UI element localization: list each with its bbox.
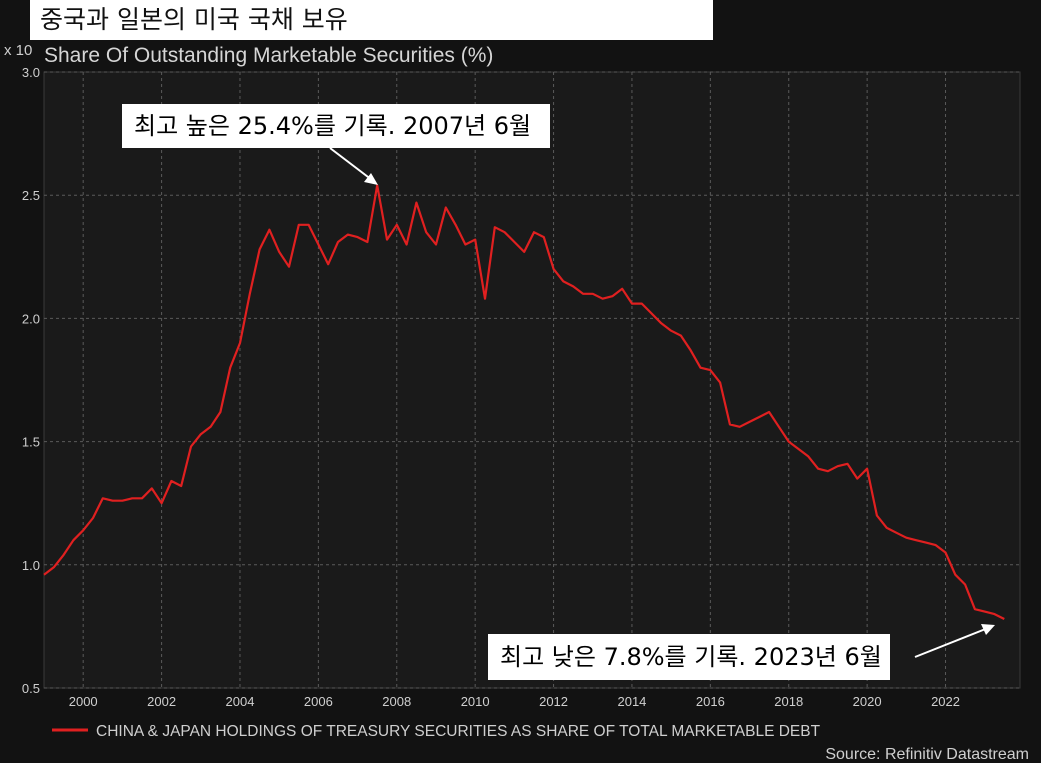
scale-label: x 10 [4,42,32,59]
y-tick-label: 3.0 [22,65,40,80]
x-tick-label: 2022 [931,694,960,709]
chart-title: Share Of Outstanding Marketable Securiti… [44,44,493,67]
x-tick-label: 2004 [226,694,255,709]
x-tick-label: 2006 [304,694,333,709]
y-tick-label: 1.0 [22,558,40,573]
header-title: 중국과 일본의 미국 국채 보유 [30,0,713,40]
y-tick-label: 2.5 [22,188,40,203]
y-tick-label: 2.0 [22,311,40,326]
arrow-high-head [364,173,378,185]
arrow-low [914,627,989,658]
legend-label: CHINA & JAPAN HOLDINGS OF TREASURY SECUR… [96,723,821,740]
plot-area [43,71,1021,689]
arrow-high [329,147,373,181]
y-tick-label: 1.5 [22,435,40,450]
callout-low: 최고 낮은 7.8%를 기록. 2023년 6월 [488,634,890,680]
x-tick-label: 2008 [382,694,411,709]
x-tick-label: 2018 [774,694,803,709]
y-tick-label: 0.5 [22,681,40,696]
callout-high: 최고 높은 25.4%를 기록. 2007년 6월 [122,104,550,148]
arrow-low-head [981,624,995,635]
axes: 0.5 1.0 1.5 2.0 2.5 3.0 2000 2002 2004 2006 2008 20… [22,65,960,709]
series-line [43,184,1005,620]
x-tick-label: 2010 [461,694,490,709]
grid-lines [43,71,1021,689]
x-tick-label: 2020 [853,694,882,709]
x-tick-label: 2014 [617,694,646,709]
x-tick-label: 2002 [147,694,176,709]
x-tick-label: 2016 [696,694,725,709]
x-tick-label: 2012 [539,694,568,709]
source-label: Source: Refinitiv Datastream [825,746,1029,763]
x-tick-label: 2000 [69,694,98,709]
